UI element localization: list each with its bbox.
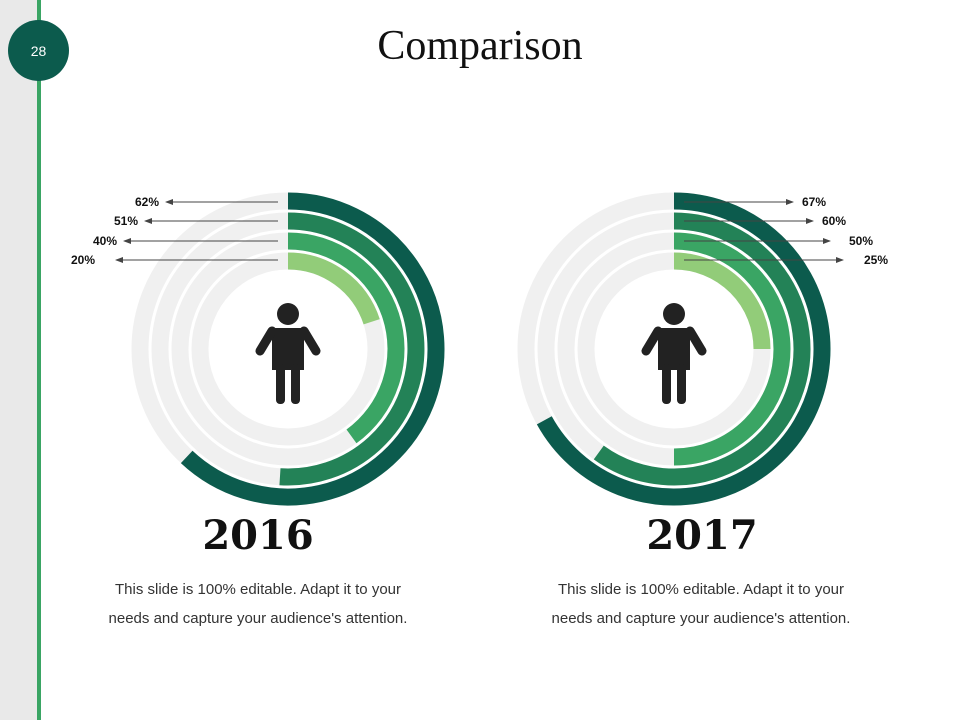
value-label: 51% <box>114 214 138 228</box>
value-label: 25% <box>864 253 888 267</box>
person-icon <box>641 303 707 404</box>
description-2017: This slide is 100% editable. Adapt it to… <box>551 581 851 627</box>
ring-bar-20pct <box>287 252 380 325</box>
value-label: 20% <box>71 253 95 267</box>
value-label: 67% <box>802 195 826 209</box>
radial-chart-2017: 67% 60%50% 25% <box>517 192 888 506</box>
value-label: 62% <box>135 195 159 209</box>
value-label: 40% <box>93 234 117 248</box>
side-accent-line <box>37 0 41 720</box>
ring-bar-40pct <box>287 232 405 444</box>
value-label: 60% <box>822 214 846 228</box>
description-2016: This slide is 100% editable. Adapt it to… <box>108 581 408 627</box>
person-icon <box>255 303 321 404</box>
slide-title: Comparison <box>377 23 583 69</box>
ring-bar-25pct <box>673 252 771 350</box>
value-label: 50% <box>849 234 873 248</box>
side-strip <box>0 0 38 720</box>
page-number-badge: 28 <box>8 20 69 81</box>
radial-chart-2016: 62% 51% 40% 20% <box>71 192 445 506</box>
ring-bar-60pct <box>593 212 811 486</box>
year-2016-label: 2016 <box>202 512 314 559</box>
ring-bar-50pct <box>673 232 791 466</box>
ring-bar-62pct <box>180 192 445 506</box>
ring-bar-67pct <box>536 192 831 506</box>
ring-bar-51pct <box>279 212 425 486</box>
year-2017-label: 2017 <box>646 512 758 559</box>
